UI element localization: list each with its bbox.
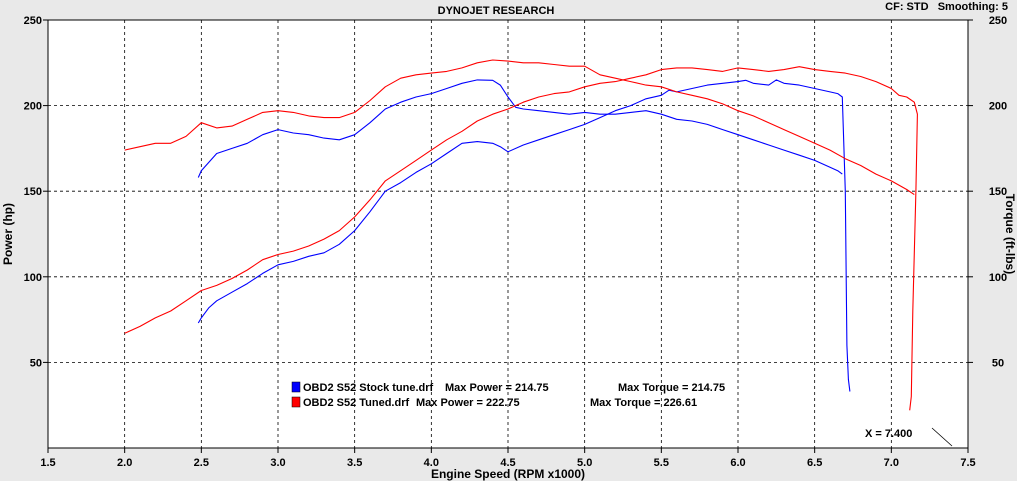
legend-stock-file: OBD2 S52 Stock tune.drf: [303, 382, 434, 394]
settings-readout: CF: STD Smoothing: 5: [885, 1, 1008, 13]
x-tick-label: 5.0: [577, 457, 592, 469]
x-tick-label: 2.5: [194, 457, 209, 469]
cursor-readout: X = 7.400: [865, 428, 912, 440]
y-axis-right-label: Torque (ft-lbs): [1003, 194, 1017, 274]
x-axis-label: Engine Speed (RPM x1000): [431, 467, 585, 481]
x-tick-label: 4.0: [424, 457, 439, 469]
legend-swatch-tuned: [291, 396, 301, 408]
y-left-tick-label: 150: [24, 186, 42, 198]
x-tick-label: 4.5: [500, 457, 515, 469]
y-right-tick-label: 150: [989, 186, 1007, 198]
series-line-tuned-power: [124, 66, 918, 411]
y-right-tick-label: 200: [989, 101, 1007, 113]
x-tick-label: 3.5: [347, 457, 362, 469]
x-tick-label: 5.5: [654, 457, 669, 469]
y-left-tick-label: 200: [24, 101, 42, 113]
y-axis-left-label: Power (hp): [1, 203, 15, 265]
legend-stock-max-torque: Max Torque = 214.75: [618, 382, 725, 394]
y-left-tick-label: 250: [24, 15, 42, 27]
legend-tuned-max-torque: Max Torque = 226.61: [590, 397, 697, 409]
series-line-stock-power: [197, 79, 851, 392]
x-axis-ticks: 1.5 2.0 2.5 3.0 3.5 4.0 4.5 5.0 5.5 6.0 6.5 7.0 7.5: [40, 448, 976, 469]
y-right-tick-label: 50: [992, 357, 1004, 369]
series-lines: [124, 59, 918, 411]
x-tick-label: 7.0: [884, 457, 899, 469]
y-right-tick-label: 250: [989, 15, 1007, 27]
y-right-tick-label: 100: [989, 272, 1007, 284]
legend-stock-max-power: Max Power = 214.75: [445, 382, 549, 394]
x-tick-label: 3.0: [270, 457, 285, 469]
x-tick-label: 2.0: [117, 457, 132, 469]
series-line-stock-torque: [197, 79, 843, 178]
chart-title: DYNOJET RESEARCH: [438, 5, 555, 17]
series-line-tuned-torque: [124, 59, 915, 196]
x-tick-label: 1.5: [40, 457, 55, 469]
cursor-readout-leader: [931, 427, 953, 447]
y-left-tick-label: 50: [30, 357, 42, 369]
y-left-tick-label: 100: [24, 272, 42, 284]
legend-tuned-file: OBD2 S52 Tuned.drf: [303, 397, 409, 409]
legend: OBD2 S52 Stock tune.drf Max Power = 214.…: [291, 381, 725, 409]
y-axis-right-ticks: 50 100 150 200 250: [968, 15, 1007, 369]
x-tick-label: 6.0: [730, 457, 745, 469]
x-tick-label: 6.5: [807, 457, 822, 469]
x-tick-label: 7.5: [960, 457, 975, 469]
legend-swatch-stock: [291, 381, 301, 393]
grid-lines: [48, 20, 968, 448]
y-axis-left-ticks: 50 100 150 200 250: [24, 15, 48, 369]
legend-tuned-max-power: Max Power = 222.75: [416, 397, 520, 409]
